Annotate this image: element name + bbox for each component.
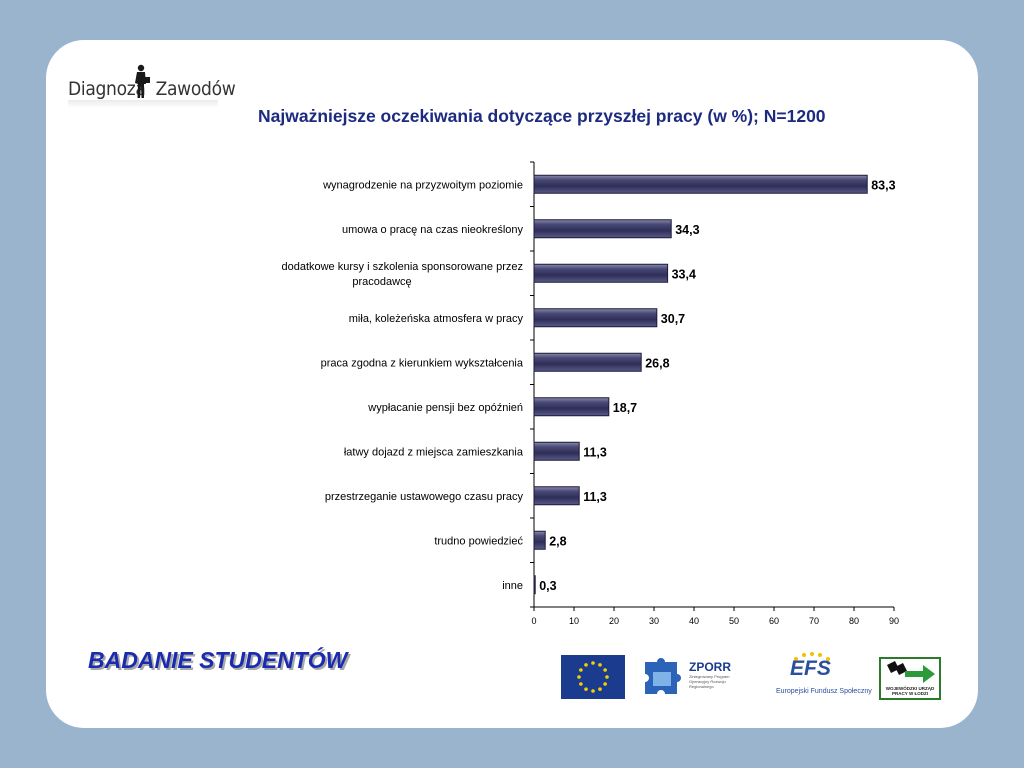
x-tick-label: 0 bbox=[531, 616, 536, 626]
eu-star bbox=[577, 675, 581, 679]
bar bbox=[533, 219, 672, 239]
x-tick-label: 80 bbox=[849, 616, 859, 626]
chart-title: Najważniejsze oczekiwania dotyczące przy… bbox=[258, 106, 826, 126]
bar bbox=[533, 174, 868, 194]
eu-star bbox=[605, 675, 609, 679]
data-label: 33,4 bbox=[672, 267, 696, 281]
data-label: 11,3 bbox=[583, 490, 607, 504]
category-label: łatwy dojazd z miejsca zamieszkania bbox=[344, 446, 524, 458]
wup-arrow-icon bbox=[887, 661, 935, 683]
data-label: 26,8 bbox=[645, 356, 669, 370]
bar bbox=[533, 441, 580, 461]
eu-flag-logo bbox=[561, 655, 625, 699]
eu-star bbox=[603, 682, 607, 686]
x-tick-label: 20 bbox=[609, 616, 619, 626]
zporr-logo: ZPORR Zintegrowany Program Operacyjny Ro… bbox=[643, 658, 743, 698]
x-tick-label: 50 bbox=[729, 616, 739, 626]
category-label: umowa o pracę na czas nieokreślony bbox=[342, 224, 523, 236]
category-label: wypłacanie pensji bez opóźnień bbox=[367, 402, 523, 414]
x-tick-label: 40 bbox=[689, 616, 699, 626]
eu-star bbox=[591, 661, 595, 665]
survey-title: BADANIE STUDENTÓW bbox=[88, 647, 348, 673]
data-label: 34,3 bbox=[675, 223, 699, 237]
bar bbox=[533, 397, 610, 417]
x-tick-label: 30 bbox=[649, 616, 659, 626]
data-label: 30,7 bbox=[661, 312, 685, 326]
efs-name: EFS bbox=[790, 657, 831, 680]
x-tick-label: 10 bbox=[569, 616, 579, 626]
bar bbox=[533, 530, 546, 550]
person-silhouette-icon bbox=[135, 64, 150, 98]
diagnoza-zawodow-logo: Diagnoza Zawodów bbox=[68, 64, 236, 110]
data-label: 2,8 bbox=[549, 534, 566, 548]
bar bbox=[533, 263, 669, 283]
eu-star bbox=[591, 689, 595, 693]
puzzle-icon bbox=[645, 658, 681, 694]
wup-text: WOJEWÓDZKI URZĄD PRACY W ŁODZI bbox=[885, 686, 935, 696]
category-label: trudno powiedzieć bbox=[434, 535, 523, 547]
bar bbox=[533, 486, 580, 506]
category-label: wynagrodzenie na przyzwoitym poziomie bbox=[322, 179, 523, 191]
eu-star bbox=[598, 687, 602, 691]
slide-card bbox=[46, 40, 978, 728]
logo-part1: Diagnoza bbox=[68, 78, 146, 100]
efs-subtitle: Europejski Fundusz Społeczny bbox=[776, 688, 872, 695]
x-tick-label: 60 bbox=[769, 616, 779, 626]
category-label: inne bbox=[502, 580, 523, 592]
zporr-name: ZPORR bbox=[689, 660, 731, 674]
bar bbox=[533, 575, 536, 595]
eu-star bbox=[579, 668, 583, 672]
eu-stars-icon bbox=[577, 661, 609, 693]
eu-star bbox=[598, 663, 602, 667]
category-label: praca zgodna z kierunkiem wykształcenia bbox=[321, 357, 524, 369]
efs-stars-icon bbox=[794, 652, 830, 661]
zporr-subtitle: Zintegrowany Program Operacyjny Rozwoju … bbox=[689, 674, 730, 689]
eu-star bbox=[584, 687, 588, 691]
logo-reflection bbox=[68, 100, 218, 108]
category-label: dodatkowe kursy i szkolenia sponsorowane… bbox=[281, 261, 523, 273]
eu-star bbox=[603, 668, 607, 672]
data-label: 11,3 bbox=[583, 445, 607, 459]
wup-logo: WOJEWÓDZKI URZĄD PRACY W ŁODZI bbox=[879, 657, 941, 700]
eu-star bbox=[579, 682, 583, 686]
bar bbox=[533, 352, 642, 372]
eu-star bbox=[584, 663, 588, 667]
bar bbox=[533, 308, 658, 328]
x-tick-label: 90 bbox=[889, 616, 899, 626]
logo-text: Diagnoza Zawodów bbox=[68, 78, 236, 100]
data-label: 18,7 bbox=[613, 401, 637, 415]
category-label: pracodawcę bbox=[352, 276, 411, 288]
logo-part2: Zawodów bbox=[155, 78, 236, 100]
data-label: 83,3 bbox=[871, 178, 895, 192]
efs-logo: EFS Europejski Fundusz Społeczny bbox=[770, 651, 872, 701]
x-tick-label: 70 bbox=[809, 616, 819, 626]
category-label: przestrzeganie ustawowego czasu pracy bbox=[325, 491, 524, 503]
category-label: miła, koleżeńska atmosfera w pracy bbox=[349, 313, 524, 325]
data-label: 0,3 bbox=[539, 579, 556, 593]
